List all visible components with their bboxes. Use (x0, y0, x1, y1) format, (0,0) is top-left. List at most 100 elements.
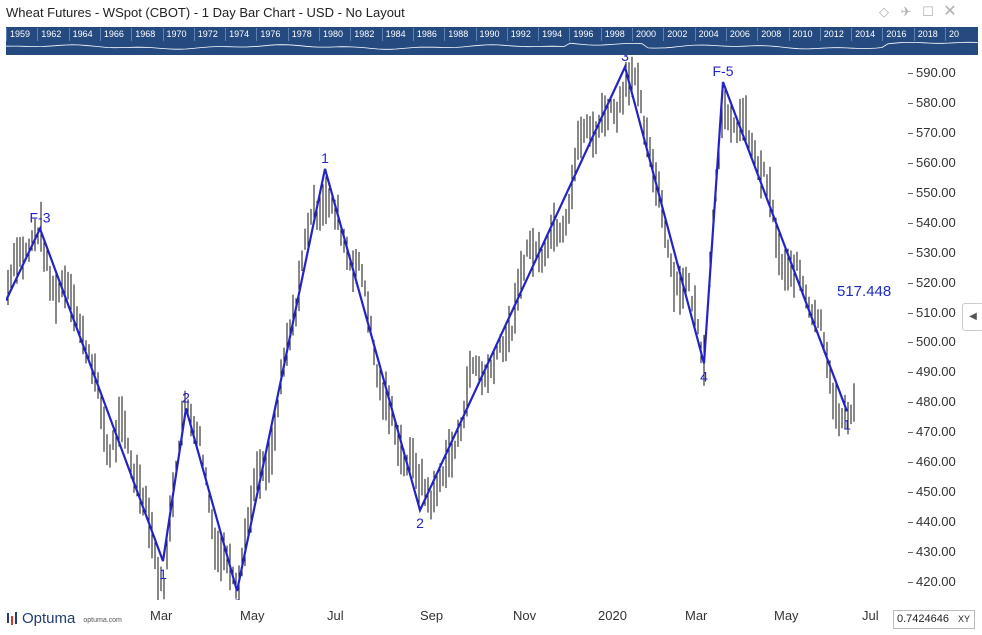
price-tick-label: 440.00 (916, 514, 956, 530)
price-tick-mark (908, 552, 913, 554)
navigator-year-label: 1990 (475, 28, 500, 41)
price-tick-mark (908, 402, 913, 404)
price-tick-label: 510.00 (916, 304, 956, 320)
navigator-year-label: 2012 (819, 28, 844, 41)
wave-label: 3 (621, 55, 629, 64)
time-tick-label: Mar (685, 608, 708, 623)
price-tick-mark (908, 492, 913, 494)
navigator-year-label: 1962 (37, 28, 61, 41)
price-tick-mark (908, 162, 913, 164)
close-icon[interactable]: ✕ (943, 3, 957, 20)
chart-plot-area[interactable]: F-3 1 2 3 1 2 3 4 F-5 1 (6, 55, 908, 600)
price-tick-mark (908, 522, 913, 524)
price-tick-mark (908, 372, 913, 374)
navigator-year-label: 1970 (162, 28, 187, 41)
navigator-year-label: 20 (945, 28, 959, 41)
price-tick-label: 420.00 (916, 574, 956, 590)
logo-subtitle: optuma.com (83, 617, 122, 624)
price-axis[interactable]: 420.00 430.00 440.00 450.00 460.00 470.00 480.… (908, 55, 982, 600)
navigator-year-label: 2018 (913, 28, 938, 41)
time-tick-label: May (240, 608, 265, 623)
navigator-years: 1959 1962 1964 1966 1968 1970 1972 1974 1976 1978… (6, 27, 978, 41)
price-tick-label: 480.00 (916, 394, 956, 410)
title-bar: Wheat Futures - WSpot (CBOT) - 1 Day Bar… (0, 0, 982, 26)
pin-icon[interactable]: ✈ (900, 4, 912, 19)
elliott-wave-line (6, 63, 849, 592)
price-tick-label: 550.00 (916, 184, 956, 200)
scale-input[interactable]: 0.7424646 XY (893, 610, 975, 629)
wave-label: F-3 (30, 210, 51, 226)
price-tick-mark (908, 72, 913, 74)
optuma-logo: Optuma optuma.com (6, 610, 122, 627)
logo-text: Optuma (22, 610, 76, 627)
wave-labels: F-3 1 2 3 1 2 3 4 F-5 1 (30, 55, 852, 600)
navigator-year-label: 1998 (600, 28, 625, 41)
wave-label: 1 (159, 566, 167, 582)
price-tick-label: 460.00 (916, 454, 956, 470)
navigator-year-label: 1994 (538, 28, 562, 41)
scale-value: 0.7424646 (897, 613, 949, 625)
scale-mode-toggle[interactable]: XY (957, 614, 970, 624)
price-tick-mark (908, 582, 913, 584)
price-tick-mark (908, 432, 913, 434)
navigator-year-label: 1992 (506, 28, 531, 41)
logo-icon (7, 611, 17, 625)
price-tick-label: 540.00 (916, 214, 956, 230)
chevron-left-icon[interactable]: ◀ (962, 303, 982, 331)
price-tick-mark (908, 102, 913, 104)
price-tick-label: 500.00 (916, 334, 956, 350)
wave-label: F-5 (713, 63, 734, 79)
navigator-year-label: 1968 (131, 28, 155, 41)
navigator-year-label: 1959 (6, 28, 30, 41)
time-tick-label: May (774, 608, 799, 623)
navigator-price-line (6, 41, 978, 50)
maximize-icon[interactable]: ☐ (922, 4, 934, 19)
navigator-year-label: 2016 (882, 28, 906, 41)
navigator-year-label: 2008 (757, 28, 781, 41)
navigator-year-label: 1988 (444, 28, 468, 41)
wave-label: 2 (182, 389, 190, 405)
price-tick-label: 590.00 (916, 64, 956, 80)
wave-label: 1 (321, 150, 329, 166)
navigator-year-label: 1984 (381, 28, 406, 41)
time-tick-label: Jul (862, 608, 879, 623)
time-tick-label: 2020 (598, 608, 627, 623)
navigator-year-label: 2006 (725, 28, 750, 41)
navigator-year-label: 2004 (694, 28, 719, 41)
navigator-year-label: 1980 (319, 28, 343, 41)
price-tick-mark (908, 462, 913, 464)
price-tick-label: 470.00 (916, 424, 956, 440)
wave-label: 3 (233, 596, 241, 600)
price-bars (7, 56, 855, 600)
navigator-year-label: 2002 (663, 28, 687, 41)
navigator-year-label: 2014 (851, 28, 875, 41)
navigator-year-label: 1996 (569, 28, 593, 41)
time-tick-label: Nov (513, 608, 537, 623)
time-axis[interactable]: Mar May Jul Sep Nov 2020 Mar May Jul (0, 600, 982, 635)
navigator-strip[interactable]: 1959 1962 1964 1966 1968 1970 1972 1974 1976 1978… (6, 27, 978, 55)
price-tick-label: 450.00 (916, 484, 956, 500)
time-tick-label: Jul (327, 608, 344, 623)
price-tick-label: 520.00 (916, 274, 956, 290)
diamond-icon[interactable]: ◇ (879, 4, 889, 19)
wave-label: 1 (843, 416, 851, 432)
navigator-year-label: 1978 (287, 28, 312, 41)
navigator-year-label: 1964 (68, 28, 93, 41)
navigator-year-label: 1974 (225, 28, 249, 41)
wave-label: 4 (700, 368, 708, 384)
price-tick-label: 430.00 (916, 544, 956, 560)
window-title: Wheat Futures - WSpot (CBOT) - 1 Day Bar… (6, 5, 405, 20)
navigator-year-label: 1976 (256, 28, 280, 41)
navigator-year-label: 1972 (193, 28, 218, 41)
price-tick-mark (908, 342, 913, 344)
price-tick-mark (908, 312, 913, 314)
price-tick-label: 560.00 (916, 154, 956, 170)
price-tick-label: 530.00 (916, 244, 956, 260)
navigator-year-label: 2000 (632, 28, 656, 41)
time-tick-label: Mar (150, 608, 173, 623)
navigator-year-label: 2010 (788, 28, 813, 41)
time-tick-label: Sep (420, 608, 444, 623)
price-tick-mark (908, 222, 913, 224)
price-tick-label: 580.00 (916, 94, 956, 110)
price-tick-label: 490.00 (916, 364, 956, 380)
